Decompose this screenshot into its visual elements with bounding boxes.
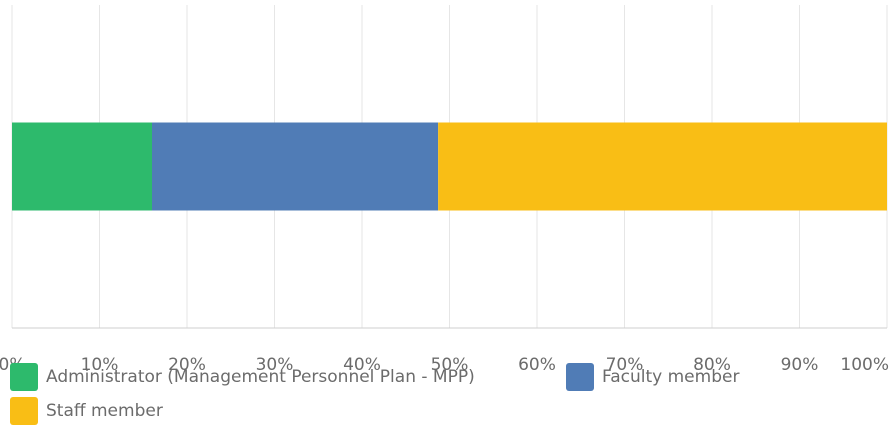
legend-label: Staff member: [46, 401, 163, 421]
legend-swatch: [566, 363, 594, 391]
x-tick-label: 80%: [693, 355, 731, 375]
x-tick-label: 100%: [840, 355, 889, 375]
legend-swatch: [10, 397, 38, 425]
legend-swatch: [10, 363, 38, 391]
x-tick-label: 50%: [431, 355, 469, 375]
x-tick-label: 60%: [518, 355, 556, 375]
x-tick-label: 10%: [81, 355, 119, 375]
x-tick-label: 90%: [781, 355, 819, 375]
x-tick-label: 70%: [606, 355, 644, 375]
x-tick-label: 40%: [343, 355, 381, 375]
bar-segment: [438, 122, 887, 211]
bar-segment: [152, 122, 439, 211]
legend-label: Administrator (Management Personnel Plan…: [46, 367, 475, 387]
x-tick-label: 20%: [168, 355, 206, 375]
bar-segment: [12, 122, 152, 211]
x-tick-label: 30%: [256, 355, 294, 375]
legend-label: Faculty member: [602, 367, 739, 387]
